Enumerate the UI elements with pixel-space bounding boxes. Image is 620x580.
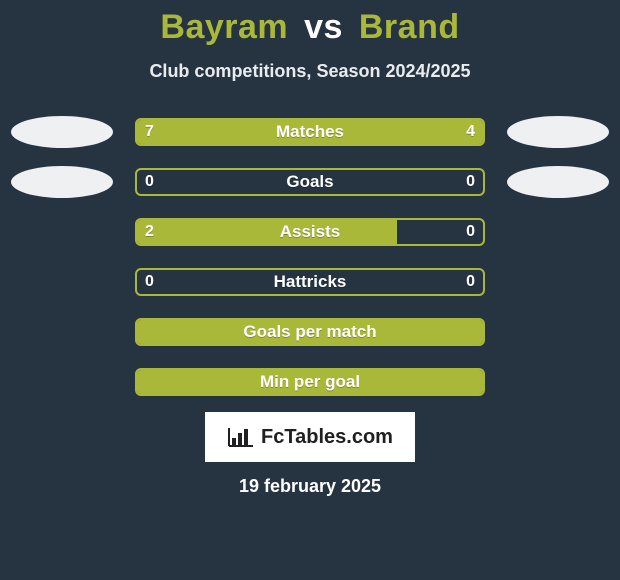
stat-row: Goals per match bbox=[0, 316, 620, 348]
stat-value-right: 0 bbox=[466, 270, 475, 294]
spacer bbox=[11, 366, 113, 398]
stat-bar-goals: 0 Goals 0 bbox=[135, 168, 485, 196]
stat-label: Hattricks bbox=[137, 270, 483, 294]
stat-bar-matches: 7 Matches 4 bbox=[135, 118, 485, 146]
site-logo: FcTables.com bbox=[205, 412, 415, 462]
player2-badge bbox=[507, 116, 609, 148]
spacer bbox=[11, 266, 113, 298]
subtitle: Club competitions, Season 2024/2025 bbox=[149, 61, 470, 82]
stat-value-right: 0 bbox=[466, 220, 475, 244]
stat-row: 0 Hattricks 0 bbox=[0, 266, 620, 298]
logo-text-suffix: .com bbox=[346, 426, 393, 448]
stat-row: 0 Goals 0 bbox=[0, 166, 620, 198]
stat-label: Min per goal bbox=[137, 370, 483, 394]
stat-row: Min per goal bbox=[0, 366, 620, 398]
spacer bbox=[507, 266, 609, 298]
spacer bbox=[11, 216, 113, 248]
spacer bbox=[11, 316, 113, 348]
player1-badge bbox=[11, 166, 113, 198]
date-text: 19 february 2025 bbox=[239, 476, 381, 497]
stat-bar-min-per-goal: Min per goal bbox=[135, 368, 485, 396]
stat-label: Goals bbox=[137, 170, 483, 194]
logo-text-main: Tables bbox=[284, 426, 346, 448]
spacer bbox=[507, 366, 609, 398]
stats-rows: 7 Matches 4 0 Goals 0 2 bbox=[0, 116, 620, 398]
stat-value-right: 0 bbox=[466, 170, 475, 194]
stat-value-right: 4 bbox=[466, 120, 475, 144]
stat-row: 7 Matches 4 bbox=[0, 116, 620, 148]
stat-label: Matches bbox=[137, 120, 483, 144]
player1-badge bbox=[11, 116, 113, 148]
spacer bbox=[507, 216, 609, 248]
infographic-root: Bayram vs Brand Club competitions, Seaso… bbox=[0, 0, 620, 580]
stat-label: Assists bbox=[137, 220, 483, 244]
stat-bar-hattricks: 0 Hattricks 0 bbox=[135, 268, 485, 296]
title-player1: Bayram bbox=[160, 8, 288, 46]
title: Bayram vs Brand bbox=[160, 8, 459, 47]
player2-badge bbox=[507, 166, 609, 198]
bar-chart-icon bbox=[227, 426, 255, 448]
stat-bar-assists: 2 Assists 0 bbox=[135, 218, 485, 246]
site-logo-text: FcTables.com bbox=[261, 426, 393, 449]
stat-label: Goals per match bbox=[137, 320, 483, 344]
logo-text-prefix: Fc bbox=[261, 426, 284, 448]
title-player2: Brand bbox=[359, 8, 460, 46]
stat-row: 2 Assists 0 bbox=[0, 216, 620, 248]
stat-bar-goals-per-match: Goals per match bbox=[135, 318, 485, 346]
spacer bbox=[507, 316, 609, 348]
title-vs: vs bbox=[298, 8, 349, 46]
